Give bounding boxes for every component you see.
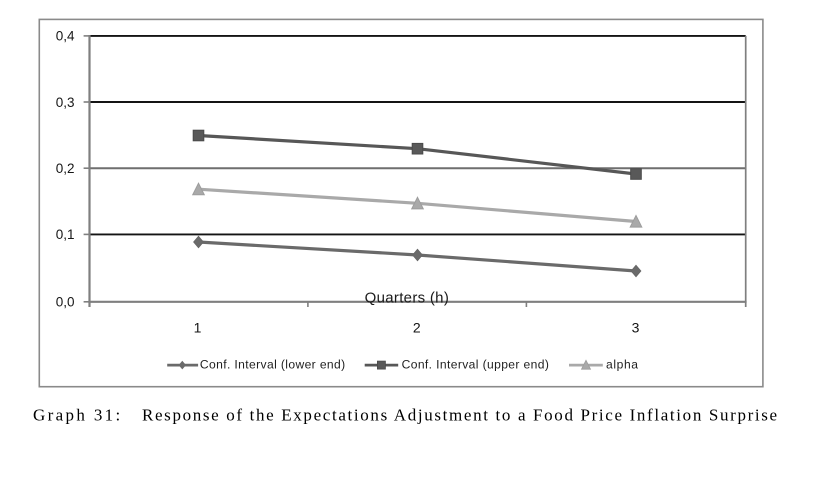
svg-text:Quarters (h): Quarters (h) [365,289,449,306]
svg-text:0,2: 0,2 [56,161,75,176]
svg-text:1: 1 [194,319,202,335]
svg-text:Conf. Interval (upper end): Conf. Interval (upper end) [402,358,550,372]
svg-text:3: 3 [632,319,640,335]
svg-text:alpha: alpha [606,358,639,372]
svg-text:2: 2 [413,319,421,335]
svg-text:0,3: 0,3 [56,95,75,110]
svg-text:Response of the Expectations A: Response of the Expectations Adjustment … [142,406,779,425]
svg-text:0,1: 0,1 [56,227,75,242]
svg-text:Graph 31:: Graph 31: [33,406,123,425]
svg-text:0,0: 0,0 [56,295,75,310]
svg-text:0,4: 0,4 [56,29,75,44]
svg-text:Conf. Interval (lower end): Conf. Interval (lower end) [200,358,346,372]
